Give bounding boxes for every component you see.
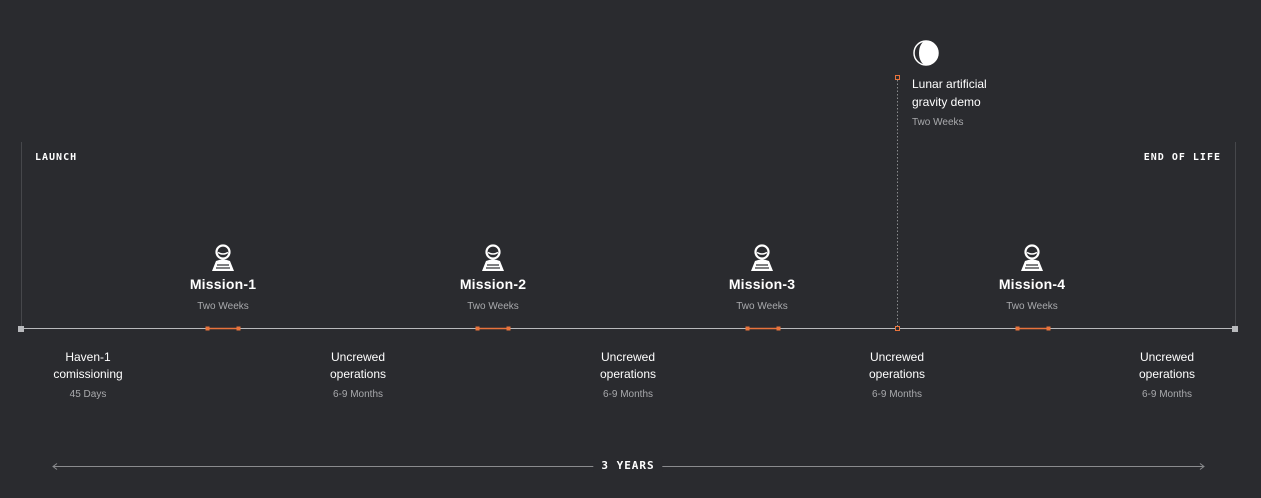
demo-title-line1: Lunar artificial xyxy=(912,77,987,91)
mission-duration: Two Weeks xyxy=(736,301,788,312)
phase-title-line1: Uncrewed xyxy=(600,350,656,364)
mission-2: Mission-2 Two Weeks xyxy=(413,244,573,312)
phase-title-line1: Uncrewed xyxy=(330,350,386,364)
lunar-demo: Lunar artificial gravity demo Two Weeks xyxy=(912,39,987,128)
mission-4: Mission-4 Two Weeks xyxy=(952,244,1112,312)
phase-title-line1: Haven-1 xyxy=(65,350,111,364)
mission-1: Mission-1 Two Weeks xyxy=(143,244,303,312)
mission-duration: Two Weeks xyxy=(197,301,249,312)
span-left-arrow xyxy=(52,463,58,470)
demo-title-line2: gravity demo xyxy=(912,95,981,109)
astronaut-icon xyxy=(751,244,773,271)
astronaut-icon xyxy=(1021,244,1043,271)
total-span-label: 3 YEARS xyxy=(593,459,663,472)
axis-start-cap xyxy=(18,326,24,332)
mission-title: Mission-3 xyxy=(728,276,796,292)
phase-title-line2: comissioning xyxy=(53,367,123,381)
mission-3-segment xyxy=(745,326,781,331)
phase-uncrewed-2: Uncrewed operations 6-9 Months xyxy=(558,349,698,400)
demo-bottom-marker xyxy=(895,326,900,331)
demo-top-marker xyxy=(895,75,900,80)
phase-duration: 6-9 Months xyxy=(602,389,654,400)
span-right-arrow xyxy=(1199,463,1205,470)
phase-duration: 6-9 Months xyxy=(332,389,384,400)
mission-title: Mission-4 xyxy=(998,276,1066,292)
end-of-life-label: END OF LIFE xyxy=(1143,152,1221,163)
phase-title-line1: Uncrewed xyxy=(869,350,925,364)
phase-duration: 6-9 Months xyxy=(1141,389,1193,400)
mission-2-segment xyxy=(475,326,511,331)
phase-duration: 45 Days xyxy=(69,389,107,400)
phase-title-line1: Uncrewed xyxy=(1139,350,1195,364)
mission-4-segment xyxy=(1015,326,1051,331)
mission-title: Mission-1 xyxy=(189,276,257,292)
astronaut-icon xyxy=(482,244,504,271)
mission-3: Mission-3 Two Weeks xyxy=(682,244,842,312)
mission-duration: Two Weeks xyxy=(467,301,519,312)
mission-title: Mission-2 xyxy=(459,276,527,292)
phase-duration: 6-9 Months xyxy=(871,389,923,400)
phase-uncrewed-3: Uncrewed operations 6-9 Months xyxy=(827,349,967,400)
astronaut-icon xyxy=(212,244,234,271)
demo-duration: Two Weeks xyxy=(912,117,964,128)
phase-title-line2: operations xyxy=(329,367,387,381)
phase-uncrewed-4: Uncrewed operations 6-9 Months xyxy=(1097,349,1237,400)
phase-commissioning: Haven-1 comissioning 45 Days xyxy=(18,349,158,400)
axis-end-cap xyxy=(1232,326,1238,332)
phase-title-line2: operations xyxy=(599,367,657,381)
mission-duration: Two Weeks xyxy=(1006,301,1058,312)
phase-uncrewed-1: Uncrewed operations 6-9 Months xyxy=(288,349,428,400)
phase-title-line2: operations xyxy=(868,367,926,381)
mission-1-segment xyxy=(205,326,241,331)
moon-icon xyxy=(913,40,939,66)
phase-title-line2: operations xyxy=(1138,367,1196,381)
launch-label: LAUNCH xyxy=(35,152,78,163)
